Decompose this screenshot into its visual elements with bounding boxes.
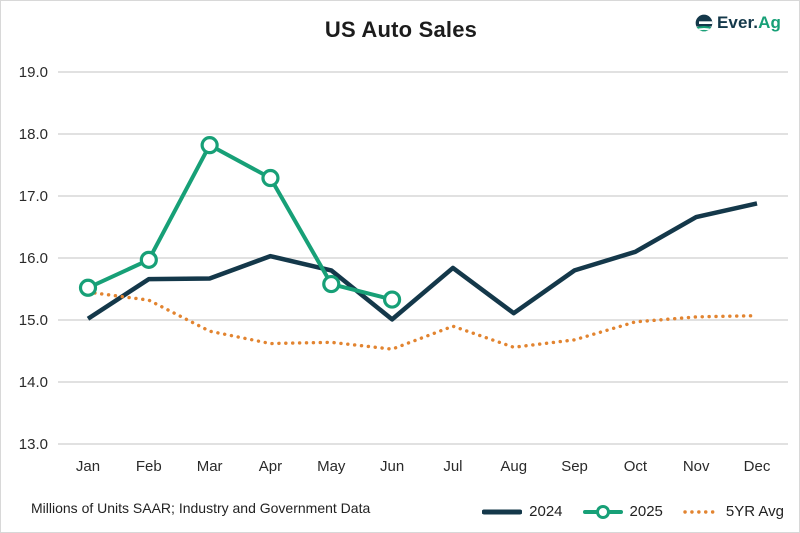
series-2025-marker (322, 274, 341, 294)
x-axis-tick-label: Mar (197, 458, 223, 475)
x-axis-tick-label: Jul (443, 458, 462, 475)
legend-item-2025: 2025 (582, 503, 663, 520)
y-axis-tick-label: 14.0 (19, 374, 48, 391)
series-2024-line (86, 201, 758, 322)
y-axis-tick-label: 16.0 (19, 250, 48, 267)
x-axis-tick-label: Sep (561, 458, 588, 475)
legend-label: 5YR Avg (725, 503, 784, 520)
legend-swatch-solid-line (482, 509, 523, 514)
y-axis-tick-label: 15.0 (19, 312, 48, 329)
x-axis-tick-label: Jun (380, 458, 404, 475)
brand-logo-text-accent: Ag (758, 13, 781, 32)
chart-legend: 2024 2025 5YR Avg (482, 503, 784, 520)
series-2025-marker (200, 136, 219, 155)
legend-swatch-marker-line (582, 504, 623, 519)
brand-logo: Ever.Ag (694, 13, 781, 33)
series-5yr-avg-line (86, 290, 759, 351)
series-2025-marker (382, 290, 402, 309)
legend-label: 2024 (529, 503, 563, 520)
brand-logo-text-primary: Ever. (716, 13, 759, 32)
chart-title: US Auto Sales (324, 17, 478, 42)
source-note: Millions of Units SAAR; Industry and Gov… (31, 500, 371, 516)
y-axis-tick-label: 19.0 (19, 64, 48, 81)
legend-label: 2025 (629, 503, 663, 520)
x-axis-tick-label: Feb (136, 458, 162, 475)
x-axis-tick-label: Oct (624, 458, 648, 475)
legend-swatch-dotted-line (683, 509, 719, 514)
series-2025-marker (261, 168, 280, 188)
series-2025-line (87, 143, 393, 302)
x-axis-tick-label: Aug (500, 458, 527, 475)
brand-logo-icon (694, 13, 714, 33)
series-2025-marker (139, 250, 158, 269)
x-axis-tick-label: May (317, 458, 346, 475)
x-axis-tick-label: Jan (76, 458, 100, 475)
y-axis-tick-label: 17.0 (19, 188, 48, 205)
x-axis-tick-label: Nov (683, 458, 710, 475)
brand-logo-text: Ever.Ag (717, 13, 781, 33)
x-axis-tick-label: Dec (744, 458, 771, 475)
y-axis-tick-label: 13.0 (19, 436, 48, 453)
x-axis-tick-label: Apr (259, 458, 282, 475)
y-axis-tick-label: 18.0 (19, 126, 48, 143)
series-2025-marker (78, 278, 98, 297)
line-chart-plot-area: 19.0 18.0 17.0 16.0 15.0 14.0 13.0 Jan Feb Mar Apr… (19, 64, 788, 475)
legend-item-2024: 2024 (482, 503, 563, 520)
legend-item-5yr-avg: 5YR Avg (683, 503, 784, 520)
